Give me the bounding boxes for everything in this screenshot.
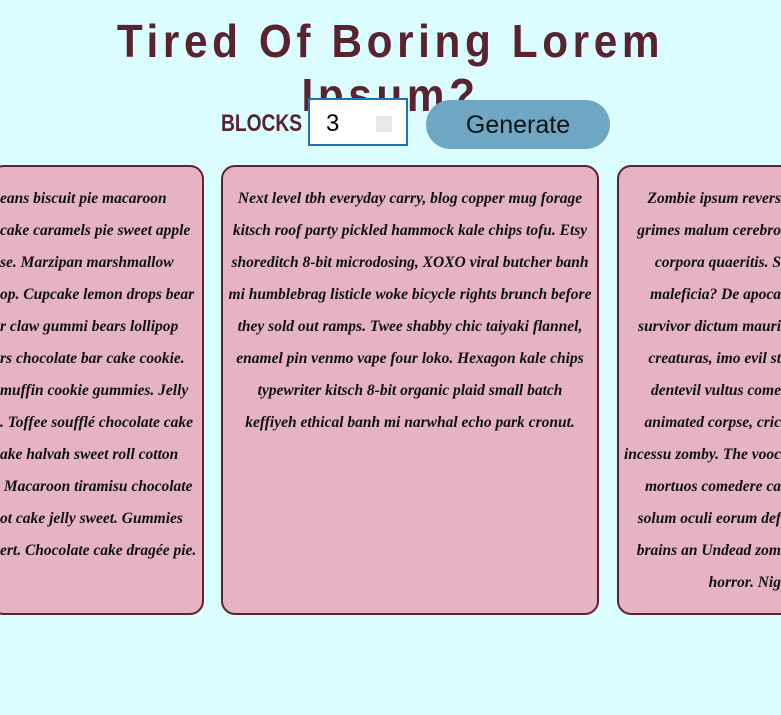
blocks-input[interactable]: 3: [308, 98, 408, 146]
card-line: op. Cupcake lemon drops bear: [0, 286, 195, 303]
card-line: maleficia? De apoca: [650, 286, 781, 303]
generate-button[interactable]: Generate: [426, 100, 610, 149]
card-line: se. Marzipan marshmallow: [0, 254, 174, 271]
card: Zombie ipsum revers grimes malum cerebro c…: [617, 165, 781, 615]
card: eans biscuit pie macaroon cake caramels p…: [0, 165, 204, 615]
card-line: creaturas, imo evil st: [648, 350, 781, 367]
card-line: mi humblebrag listicle woke bicycle righ…: [228, 286, 592, 303]
card-line: eans biscuit pie macaroon: [0, 190, 167, 207]
card-line: r claw gummi bears lollipop: [0, 318, 179, 335]
card-line: incessu zomby. The vooc: [624, 446, 781, 463]
card-line: survivor dictum mauri: [638, 318, 781, 335]
card-line: shoreditch 8-bit microdosing, XOXO viral…: [231, 254, 589, 271]
card-line: typewriter kitsch 8-bit organic plaid sm…: [257, 382, 563, 399]
card-line: Next level tbh everyday carry, blog copp…: [237, 190, 583, 207]
card-line: animated corpse, cric: [644, 414, 781, 431]
input-value: 3: [326, 110, 340, 137]
card-line: brains an Undead zom: [636, 542, 781, 559]
card-line: cake caramels pie sweet apple: [0, 222, 191, 239]
card-line: solum oculi eorum def: [637, 510, 781, 527]
card-line: ot cake jelly sweet. Gummies: [0, 510, 183, 527]
card-line: grimes malum cerebro: [637, 222, 781, 239]
title: Tired Of Boring Lorem Ipsum?: [116, 15, 665, 121]
card-line: dentevil vultus come: [650, 382, 781, 399]
card-line: rs chocolate bar cake cookie.: [0, 350, 185, 367]
card-line: muffin cookie gummies. Jelly: [0, 382, 189, 399]
card-line: ert. Chocolate cake dragée pie.: [0, 542, 197, 559]
card-line: they sold out ramps. Twee shabby chic ta…: [237, 318, 583, 335]
spinner[interactable]: [376, 116, 392, 132]
card-line: . Toffee soufflé chocolate cake: [0, 414, 193, 431]
card-line: enamel pin venmo vape four loko. Hexagon…: [236, 350, 584, 367]
card-line: mortuos comedere ca: [644, 478, 781, 495]
card-line: keffiyeh ethical banh mi narwhal echo pa…: [245, 414, 575, 431]
card-line: horror. Nig: [708, 574, 781, 591]
card: Next level tbh everyday carry, blog copp…: [221, 165, 599, 615]
card-line: ake halvah sweet roll cotton: [0, 446, 179, 463]
card-line: kitsch roof party pickled hammock kale c…: [232, 222, 588, 239]
card-line: Macaroon tiramisu chocolate: [0, 478, 193, 495]
card-line: corpora quaeritis. S: [654, 254, 781, 271]
blocks-label: BLOCKS :: [221, 110, 314, 137]
card-line: Zombie ipsum revers: [647, 190, 781, 207]
